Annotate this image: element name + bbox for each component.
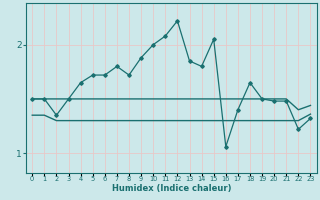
X-axis label: Humidex (Indice chaleur): Humidex (Indice chaleur)	[112, 184, 231, 193]
